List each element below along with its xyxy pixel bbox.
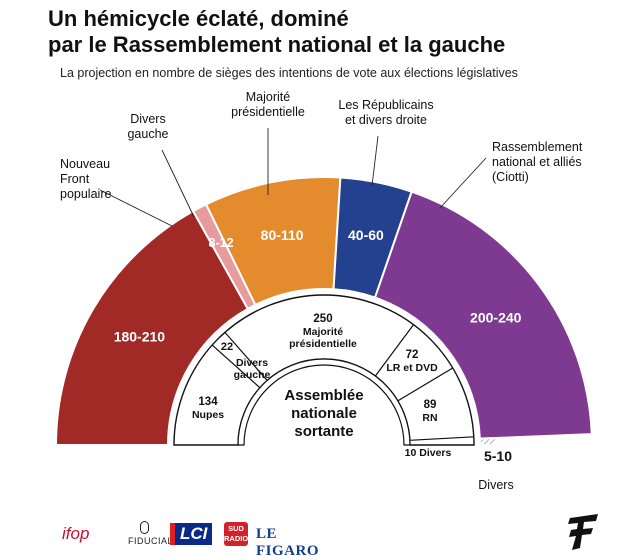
projection-label-majorite-presidentielle-line-2: présidentielle bbox=[231, 105, 305, 119]
projection-label-rassemblement-national-et-allies-ciotti-line-3: (Ciotti) bbox=[492, 170, 529, 184]
projection-label-divers-gauche-line-2: gauche bbox=[127, 127, 168, 141]
outgoing-label-rn-line-1: RN bbox=[422, 412, 437, 424]
projection-value-rassemblement-national-et-allies-ciotti: 200-240 bbox=[470, 309, 522, 325]
leader-lines bbox=[99, 128, 487, 227]
outgoing-title-line-3: sortante bbox=[294, 423, 353, 440]
lci-logo: LCI bbox=[170, 523, 213, 545]
chart-title: Un hémicycle éclaté, dominé par le Rasse… bbox=[48, 6, 608, 58]
projection-label-nouveau-front-populaire-line-2: Front bbox=[60, 172, 90, 186]
outgoing-label-divers-gauche-line-2: gauche bbox=[234, 369, 271, 381]
outgoing-divider-rn bbox=[409, 436, 474, 441]
outgoing-value-majorite-presidentielle: 250 bbox=[313, 313, 332, 325]
sud-radio-line-1: SUD bbox=[228, 524, 244, 533]
outgoing-divider-lr-et-dvd bbox=[397, 367, 454, 402]
projection-label-nouveau-front-populaire-line-3: populaire bbox=[60, 187, 111, 201]
outgoing-label-majorite-presidentielle-line-1: Majorité bbox=[303, 326, 343, 338]
projection-label-nouveau-front-populaire-line-1: Nouveau bbox=[60, 157, 110, 171]
projection-label-rassemblement-national-et-allies-ciotti-line-2: national et alliés bbox=[492, 155, 582, 169]
projection-label-rassemblement-national-et-allies-ciotti-line-1: Rassemblement bbox=[492, 140, 583, 154]
projection-label-divers-gauche-line-1: Divers bbox=[130, 112, 165, 126]
hemicycle-chart: 180-210 8-12 80-110 40-60 200-240 5-10 Nouveau… bbox=[54, 90, 593, 492]
outgoing-value-nupes: 134 bbox=[198, 396, 218, 408]
projection-label-les-republicains-et-divers-droite-line-2: et divers droite bbox=[345, 113, 427, 127]
projection-ring bbox=[54, 176, 593, 446]
outgoing-divider-divers-gauche bbox=[224, 331, 268, 381]
projection-value-divers: 5-10 bbox=[484, 448, 512, 464]
projection-slice-rassemblement-national-et-allies-ciotti bbox=[373, 190, 593, 440]
outgoing-label-lr-et-dvd-line-1: LR et DVD bbox=[386, 362, 438, 374]
projection-value-les-republicains-et-divers-droite: 40-60 bbox=[348, 227, 384, 243]
fiducial-logo-mark bbox=[140, 521, 149, 534]
projection-label-les-republicains-et-divers-droite-line-1: Les Républicains bbox=[338, 98, 433, 112]
outgoing-divider-majorite-presidentielle bbox=[374, 324, 415, 377]
chart-subtitle: La projection en nombre de sièges des in… bbox=[60, 66, 518, 80]
outgoing-label-majorite-presidentielle-line-2: présidentielle bbox=[289, 338, 357, 350]
outgoing-value-rn: 89 bbox=[424, 399, 437, 411]
outgoing-title-line-2: nationale bbox=[291, 405, 357, 422]
sud-radio-logo: SUD RADIO bbox=[224, 522, 248, 546]
outgoing-title-line-1: Assemblée bbox=[284, 387, 363, 404]
sud-radio-line-2: RADIO bbox=[224, 534, 249, 543]
projection-value-divers-gauche: 8-12 bbox=[209, 236, 234, 250]
outgoing-assembly-ring bbox=[173, 294, 475, 446]
outgoing-label-nupes-line-1: Nupes bbox=[192, 409, 224, 421]
projection-value-nouveau-front-populaire: 180-210 bbox=[114, 329, 166, 345]
outgoing-value-divers-gauche: 22 bbox=[221, 341, 233, 353]
title-line-1: Un hémicycle éclaté, dominé bbox=[48, 6, 349, 31]
projection-slice-divers bbox=[478, 436, 498, 446]
outgoing-value-lr-et-dvd: 72 bbox=[406, 349, 419, 361]
projection-label-majorite-presidentielle-line-1: Majorité bbox=[246, 90, 291, 104]
projection-label-divers: Divers bbox=[478, 478, 513, 492]
leader-line-nouveau-front-populaire bbox=[99, 189, 173, 227]
fiducial-logo: FIDUCIAL bbox=[128, 536, 174, 546]
outgoing-value-divers: 10 Divers bbox=[405, 447, 452, 459]
le-figaro-f-icon bbox=[568, 514, 598, 550]
title-line-2: par le Rassemblement national et la gauc… bbox=[48, 32, 506, 57]
leader-line-rassemblement-national-et-allies-ciotti bbox=[439, 157, 487, 209]
projection-value-majorite-presidentielle: 80-110 bbox=[261, 227, 304, 243]
le-figaro-logo: LE FIGARO bbox=[256, 526, 319, 559]
ifop-logo: ifop bbox=[62, 524, 90, 543]
outgoing-inner-band bbox=[237, 358, 411, 446]
outgoing-divider-nupes bbox=[211, 344, 261, 389]
outgoing-label-divers-gauche-line-1: Divers bbox=[236, 357, 268, 369]
projection-slice-nouveau-front-populaire bbox=[54, 209, 250, 446]
chart-labels: 180-210 8-12 80-110 40-60 200-240 5-10 Nouveau… bbox=[60, 90, 583, 492]
leader-line-les-republicains-et-divers-droite bbox=[371, 135, 379, 187]
leader-line-divers-gauche bbox=[161, 149, 195, 218]
